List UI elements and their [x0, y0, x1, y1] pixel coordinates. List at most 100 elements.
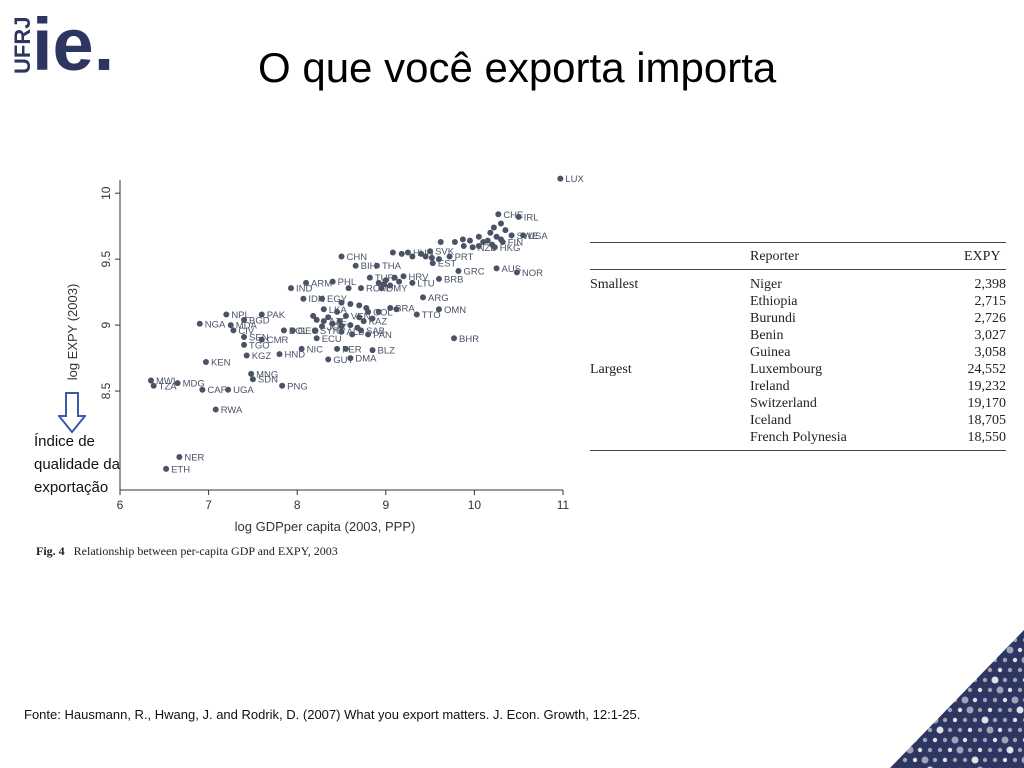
pattern-dot [917, 630, 923, 633]
data-point [258, 336, 265, 343]
point-label: ECU [322, 334, 342, 345]
pattern-dot [962, 657, 968, 663]
pattern-dot [907, 687, 913, 693]
table-row: Guinea 3,058 [590, 344, 1006, 361]
data-point [393, 306, 400, 313]
data-point [422, 253, 429, 260]
table-row: Benin 3,027 [590, 327, 1006, 344]
point-label: BRA [395, 303, 415, 314]
point-label: MDA [236, 321, 258, 332]
data-point [243, 352, 250, 359]
pattern-dot [972, 677, 978, 683]
point-label: PER [342, 344, 362, 355]
pattern-dot [942, 697, 948, 703]
point-label: NOR [522, 268, 543, 279]
data-point [249, 376, 256, 383]
pattern-dot [912, 757, 918, 763]
data-point [199, 386, 206, 393]
expy-cell: 19,170 [967, 396, 1007, 411]
reporter-cell: Benin [750, 328, 784, 343]
data-point [325, 314, 332, 321]
pattern-dot [952, 717, 958, 723]
pattern-dot [947, 747, 953, 753]
point-label: THA [382, 261, 402, 272]
pattern-dot [1017, 687, 1023, 693]
pattern-dot [902, 717, 908, 723]
expy-table-container: Reporter EXPY Smallest Niger 2,398 Ethio… [590, 242, 1006, 451]
data-point [373, 262, 380, 269]
pattern-dot [902, 697, 908, 703]
point-label: KEN [211, 358, 231, 369]
point-label: DMA [355, 354, 377, 365]
pattern-dot [912, 637, 918, 643]
data-point [241, 341, 248, 348]
pattern-dot [997, 727, 1003, 733]
pattern-dot [926, 666, 934, 674]
x-tick-label: 7 [205, 498, 212, 512]
pattern-dot [942, 757, 948, 763]
reporter-cell: Guinea [750, 345, 791, 360]
pattern-dot [997, 647, 1003, 653]
data-point [313, 316, 320, 323]
data-point [480, 239, 487, 245]
pattern-dot [982, 677, 988, 683]
point-label: SVK [435, 247, 455, 258]
data-point [287, 285, 294, 292]
pattern-dot [982, 737, 988, 743]
pattern-dot [977, 747, 983, 753]
pattern-dot [1006, 646, 1014, 654]
pattern-dot [922, 737, 928, 743]
pattern-dot [912, 677, 918, 683]
data-point [349, 331, 356, 338]
pattern-dot [962, 717, 968, 723]
pattern-dot [907, 707, 913, 713]
pattern-dot [927, 747, 933, 753]
data-point [466, 237, 473, 244]
point-label: BIH [361, 261, 377, 272]
data-point [513, 269, 520, 276]
data-point [435, 256, 442, 263]
table-row: Ireland 19,232 [590, 378, 1006, 395]
pattern-dot [897, 630, 903, 633]
expy-cell: 19,232 [967, 379, 1007, 394]
data-point [320, 306, 327, 313]
data-point [310, 312, 317, 319]
point-label: HKG [500, 243, 521, 254]
pattern-dot [892, 697, 898, 703]
data-point [400, 273, 407, 280]
point-label: MNG [256, 369, 278, 380]
table-row: Switzerland 19,170 [590, 395, 1006, 412]
pattern-dot [932, 677, 938, 683]
pattern-dot [967, 727, 973, 733]
data-point [420, 294, 427, 301]
pattern-dot [902, 677, 908, 683]
data-point [313, 335, 320, 342]
data-point [320, 318, 327, 325]
pattern-dot [932, 757, 938, 763]
pattern-dot [1012, 657, 1018, 663]
data-point [366, 274, 373, 281]
point-label: TZA [159, 381, 178, 392]
pattern-dot [917, 747, 923, 753]
pattern-dot [947, 727, 953, 733]
expy-cell: 2,715 [974, 294, 1007, 309]
data-point [446, 253, 453, 260]
data-point [338, 253, 345, 260]
reporter-cell: French Polynesia [750, 429, 964, 451]
pattern-dot [921, 656, 929, 664]
point-label: PRT [455, 252, 474, 263]
pattern-dot [1012, 737, 1018, 743]
reporter-cell: Niger [750, 277, 782, 292]
pattern-dot [962, 757, 968, 763]
point-label: BLZ [378, 346, 396, 357]
pattern-dot [932, 737, 938, 743]
pattern-dot [997, 667, 1003, 673]
pattern-dot [932, 637, 938, 643]
point-label: CHE [503, 210, 523, 221]
pattern-dot [996, 686, 1004, 694]
table-row: Iceland 18,705 [590, 412, 1006, 429]
pattern-dot [892, 637, 898, 643]
x-tick-label: 8 [294, 498, 301, 512]
x-axis-label: log GDPper capita (2003, PPP) [235, 519, 416, 534]
pattern-dot [937, 707, 943, 713]
